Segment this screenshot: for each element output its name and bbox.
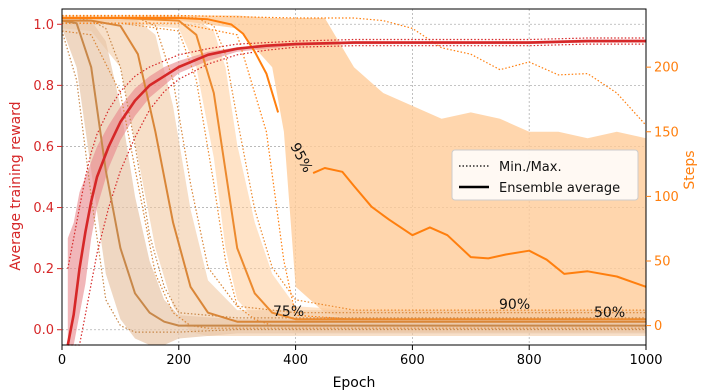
max-line-90 <box>62 16 646 311</box>
bands <box>62 15 647 345</box>
bottom-axis: 0 200 400 600 800 1000 <box>58 345 663 368</box>
left-tick-label: 0.8 <box>33 79 54 94</box>
legend-average-label: Ensemble average <box>499 181 620 196</box>
mean-line-90 <box>62 17 646 321</box>
left-tick-label: 1.0 <box>33 18 54 33</box>
min-line-90 <box>62 22 646 327</box>
left-tick-label: 0.4 <box>33 201 54 216</box>
right-tick-label: 50 <box>654 255 671 270</box>
band-95 <box>62 15 646 322</box>
x-axis-title: Epoch <box>333 375 376 391</box>
right-tick-label: 0 <box>654 319 662 334</box>
mean-line-95-b <box>312 167 647 288</box>
mean-lines <box>61 17 647 346</box>
mean-line-75 <box>62 19 646 323</box>
right-tick-label: 150 <box>654 125 679 140</box>
left-tick-label: 0.2 <box>33 262 54 277</box>
max-line-95 <box>62 14 647 126</box>
bottom-tick-label: 1000 <box>629 353 662 368</box>
annotation-90: 90% <box>499 297 530 313</box>
right-tick-label: 100 <box>654 190 679 205</box>
bottom-tick-label: 0 <box>58 353 66 368</box>
bottom-tick-label: 200 <box>166 353 191 368</box>
bottom-tick-label: 400 <box>283 353 308 368</box>
mean-line-50 <box>61 19 646 327</box>
max-line-reward <box>67 37 646 269</box>
min-line-reward <box>67 43 646 346</box>
min-line-50 <box>61 30 646 333</box>
left-axis-title: Average training reward <box>8 101 24 270</box>
left-tick-label: 0.0 <box>33 323 54 338</box>
annotation-50: 50% <box>594 305 625 321</box>
bottom-tick-label: 600 <box>400 353 425 368</box>
right-axis: 0 50 100 150 200 <box>646 61 679 334</box>
mean-line-95-a <box>62 17 280 113</box>
left-axis: 0.0 0.2 0.4 0.6 0.8 1.0 <box>33 18 62 338</box>
legend: Min./Max. Ensemble average <box>451 149 639 201</box>
band-75 <box>62 18 646 336</box>
band-50 <box>62 18 646 345</box>
band-90 <box>62 16 646 333</box>
bottom-tick-label: 800 <box>517 353 542 368</box>
legend-box <box>451 149 639 201</box>
legend-minmax-label: Min./Max. <box>499 160 562 175</box>
right-axis-title: Steps <box>682 150 698 189</box>
right-tick-label: 200 <box>654 61 679 76</box>
annotation-75: 75% <box>273 304 304 320</box>
left-tick-label: 0.6 <box>33 140 54 155</box>
mean-line-reward <box>66 39 646 346</box>
plot-frame <box>61 8 647 346</box>
